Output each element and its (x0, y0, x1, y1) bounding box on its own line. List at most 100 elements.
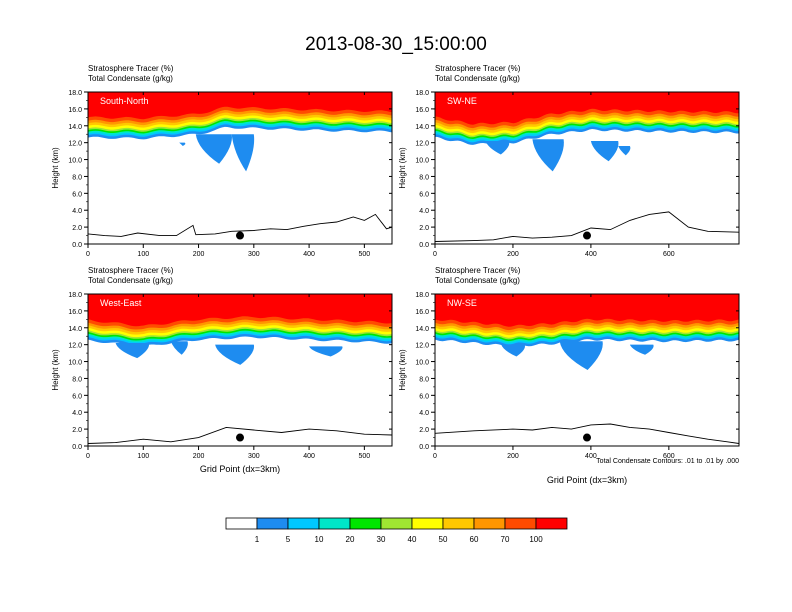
tracer-intrusion (195, 134, 232, 164)
y-tick-label: 18.0 (415, 292, 429, 299)
panel-label: West-East (100, 298, 142, 308)
y-tick-label: 12.0 (68, 141, 82, 148)
x-tick-label: 500 (359, 453, 371, 460)
panel-title-condensate: Total Condensate (g/kg) (435, 74, 520, 83)
y-tick-label: 0.0 (72, 444, 82, 451)
y-tick-label: 6.0 (419, 393, 429, 400)
x-tick-label: 0 (86, 251, 90, 258)
y-tick-label: 14.0 (415, 124, 429, 131)
tracer-intrusion (309, 346, 343, 357)
y-axis-label: Height (km) (398, 349, 407, 391)
y-tick-label: 8.0 (419, 174, 429, 181)
colorbar-label: 30 (377, 535, 386, 544)
y-tick-label: 10.0 (415, 360, 429, 367)
y-tick-label: 16.0 (68, 309, 82, 316)
y-tick-label: 18.0 (415, 90, 429, 97)
colorbar-swatch (318, 517, 351, 530)
panel-title-tracer: Stratosphere Tracer (%) (88, 64, 174, 73)
x-tick-label: 400 (585, 251, 597, 258)
panel-title-tracer: Stratosphere Tracer (%) (435, 64, 521, 73)
location-marker (583, 433, 591, 442)
x-tick-label: 100 (137, 251, 149, 258)
tracer-band-10 (435, 294, 739, 327)
x-tick-label: 0 (433, 251, 437, 258)
x-tick-label: 400 (585, 453, 597, 460)
colorbar-swatch (504, 517, 537, 530)
panel-label: NW-SE (447, 298, 477, 308)
y-tick-label: 2.0 (72, 427, 82, 434)
contour-note: Total Condensate Contours: .01 to .01 by… (596, 458, 739, 465)
terrain-line (88, 213, 392, 237)
tracer-intrusion (170, 341, 188, 355)
colorbar-label: 5 (286, 535, 291, 544)
x-axis-label: Grid Point (dx=3km) (200, 464, 280, 474)
location-marker (236, 231, 244, 240)
colorbar-swatch (411, 517, 444, 530)
location-marker (236, 433, 244, 442)
colorbar-swatch (535, 517, 568, 530)
colorbar-swatch (380, 517, 413, 530)
colorbar-label: 20 (346, 535, 355, 544)
panel-title-condensate: Total Condensate (g/kg) (88, 276, 173, 285)
y-tick-label: 12.0 (415, 141, 429, 148)
colorbar-label: 40 (408, 535, 417, 544)
x-tick-label: 400 (303, 453, 315, 460)
tracer-band-10 (435, 92, 739, 125)
panel-label: South-North (100, 96, 149, 106)
panel-label: SW-NE (447, 96, 477, 106)
figure-title: 2013-08-30_15:00:00 (305, 34, 487, 55)
y-tick-label: 2.0 (419, 225, 429, 232)
x-tick-label: 200 (507, 251, 519, 258)
colorbar-label: 50 (439, 535, 448, 544)
x-tick-label: 400 (303, 251, 315, 258)
x-tick-label: 500 (359, 251, 371, 258)
y-tick-label: 8.0 (72, 174, 82, 181)
tracer-intrusion (559, 341, 603, 370)
y-tick-label: 14.0 (68, 326, 82, 333)
tracer-intrusion (179, 142, 186, 147)
tracer-intrusion (485, 140, 510, 155)
panel-title-condensate: Total Condensate (g/kg) (88, 74, 173, 83)
tracer-intrusion (501, 344, 525, 357)
colorbar-label: 1 (255, 535, 260, 544)
y-tick-label: 12.0 (415, 343, 429, 350)
x-tick-label: 200 (507, 453, 519, 460)
colorbar-swatch (256, 517, 289, 530)
y-tick-label: 4.0 (419, 208, 429, 215)
y-tick-label: 18.0 (68, 90, 82, 97)
terrain-line (88, 426, 392, 444)
panel-title-condensate: Total Condensate (g/kg) (435, 276, 520, 285)
colorbar: 1 5 10 20 30 40 50 60 70 100 (225, 517, 568, 544)
y-tick-label: 10.0 (68, 360, 82, 367)
x-tick-label: 300 (248, 251, 260, 258)
x-tick-label: 100 (137, 453, 149, 460)
colorbar-swatch (349, 517, 382, 530)
colorbar-label: 100 (529, 535, 543, 544)
y-axis-label: Height (km) (51, 349, 60, 391)
colorbar-label: 70 (501, 535, 510, 544)
y-tick-label: 6.0 (72, 393, 82, 400)
x-axis-label: Grid Point (dx=3km) (547, 475, 627, 485)
y-tick-label: 16.0 (68, 107, 82, 114)
tracer-band-10 (88, 92, 392, 120)
y-tick-label: 18.0 (68, 292, 82, 299)
panel-title-tracer: Stratosphere Tracer (%) (435, 266, 521, 275)
y-tick-label: 0.0 (72, 242, 82, 249)
x-tick-label: 600 (663, 251, 675, 258)
terrain-line (435, 423, 739, 444)
terrain-line (435, 211, 739, 242)
colorbar-swatch (473, 517, 506, 530)
tracer-intrusion (532, 139, 564, 172)
tracer-intrusion (590, 140, 619, 162)
panels: 0.0 2.0 4.0 6.0 8.0 10.0 12.0 14.0 16.0 18.0 0 100 2… (51, 64, 740, 485)
y-tick-label: 0.0 (419, 242, 429, 249)
y-tick-label: 8.0 (419, 376, 429, 383)
y-tick-label: 0.0 (419, 444, 429, 451)
y-tick-label: 6.0 (419, 191, 429, 198)
x-tick-label: 600 (663, 453, 675, 460)
colorbar-label: 60 (470, 535, 479, 544)
x-tick-label: 0 (433, 453, 437, 460)
y-tick-label: 16.0 (415, 107, 429, 114)
tracer-intrusion (215, 344, 255, 365)
